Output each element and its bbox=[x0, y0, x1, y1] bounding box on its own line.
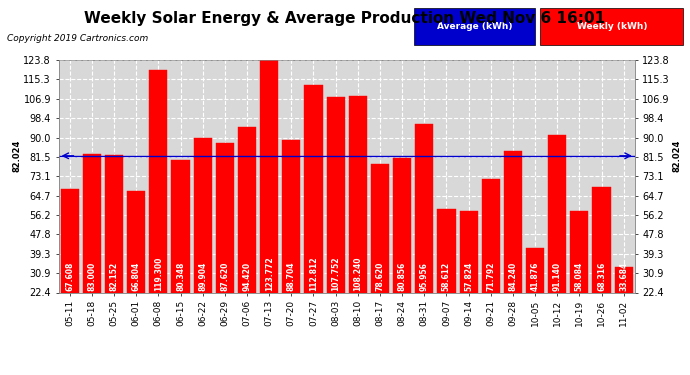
Bar bbox=[415, 124, 433, 344]
Bar bbox=[482, 179, 500, 344]
Bar bbox=[149, 70, 168, 344]
Bar bbox=[571, 211, 589, 344]
Text: 66.804: 66.804 bbox=[132, 262, 141, 291]
Bar bbox=[238, 128, 256, 344]
Bar bbox=[260, 60, 278, 344]
Bar bbox=[171, 160, 190, 344]
Text: 112.812: 112.812 bbox=[309, 257, 318, 291]
Text: 68.316: 68.316 bbox=[597, 262, 606, 291]
Bar bbox=[348, 96, 367, 344]
Text: 119.300: 119.300 bbox=[154, 257, 163, 291]
Text: 33.684: 33.684 bbox=[619, 262, 628, 291]
Text: Weekly Solar Energy & Average Production Wed Nov 6 16:01: Weekly Solar Energy & Average Production… bbox=[84, 11, 606, 26]
Text: 91.140: 91.140 bbox=[553, 262, 562, 291]
Bar bbox=[326, 97, 345, 344]
Text: 82.024: 82.024 bbox=[672, 140, 681, 172]
Text: Weekly (kWh): Weekly (kWh) bbox=[577, 22, 647, 31]
Text: 57.824: 57.824 bbox=[464, 262, 473, 291]
Text: 80.348: 80.348 bbox=[176, 262, 185, 291]
Bar bbox=[548, 135, 566, 344]
Text: 78.620: 78.620 bbox=[375, 262, 384, 291]
Bar bbox=[282, 141, 300, 344]
Bar bbox=[127, 190, 146, 344]
Bar bbox=[194, 138, 212, 344]
Bar bbox=[216, 143, 234, 344]
Text: 95.956: 95.956 bbox=[420, 262, 428, 291]
Bar bbox=[460, 211, 477, 344]
Text: 84.240: 84.240 bbox=[509, 262, 518, 291]
Bar bbox=[615, 267, 633, 344]
Bar bbox=[393, 159, 411, 344]
Text: 80.856: 80.856 bbox=[397, 262, 406, 291]
Text: 94.420: 94.420 bbox=[242, 262, 252, 291]
Bar bbox=[593, 187, 611, 344]
Text: 87.620: 87.620 bbox=[220, 262, 229, 291]
Text: 88.704: 88.704 bbox=[287, 262, 296, 291]
Bar bbox=[526, 248, 544, 344]
Text: 82.024: 82.024 bbox=[12, 140, 21, 172]
Text: 58.612: 58.612 bbox=[442, 262, 451, 291]
Text: Copyright 2019 Cartronics.com: Copyright 2019 Cartronics.com bbox=[7, 34, 148, 43]
Text: 83.000: 83.000 bbox=[88, 262, 97, 291]
Text: 71.792: 71.792 bbox=[486, 262, 495, 291]
Text: 58.084: 58.084 bbox=[575, 262, 584, 291]
Text: 89.904: 89.904 bbox=[198, 262, 207, 291]
Text: Average (kWh): Average (kWh) bbox=[437, 22, 512, 31]
FancyBboxPatch shape bbox=[540, 8, 683, 45]
Text: 108.240: 108.240 bbox=[353, 257, 362, 291]
Text: 82.152: 82.152 bbox=[110, 262, 119, 291]
Bar bbox=[105, 156, 123, 344]
Bar bbox=[304, 85, 322, 344]
Bar bbox=[371, 164, 389, 344]
Text: 67.608: 67.608 bbox=[66, 262, 75, 291]
Bar bbox=[504, 151, 522, 344]
Bar bbox=[61, 189, 79, 344]
Text: 123.772: 123.772 bbox=[265, 257, 274, 291]
Text: 41.876: 41.876 bbox=[531, 262, 540, 291]
Bar bbox=[437, 210, 455, 344]
Text: 107.752: 107.752 bbox=[331, 257, 340, 291]
FancyBboxPatch shape bbox=[414, 8, 535, 45]
Bar bbox=[83, 153, 101, 344]
